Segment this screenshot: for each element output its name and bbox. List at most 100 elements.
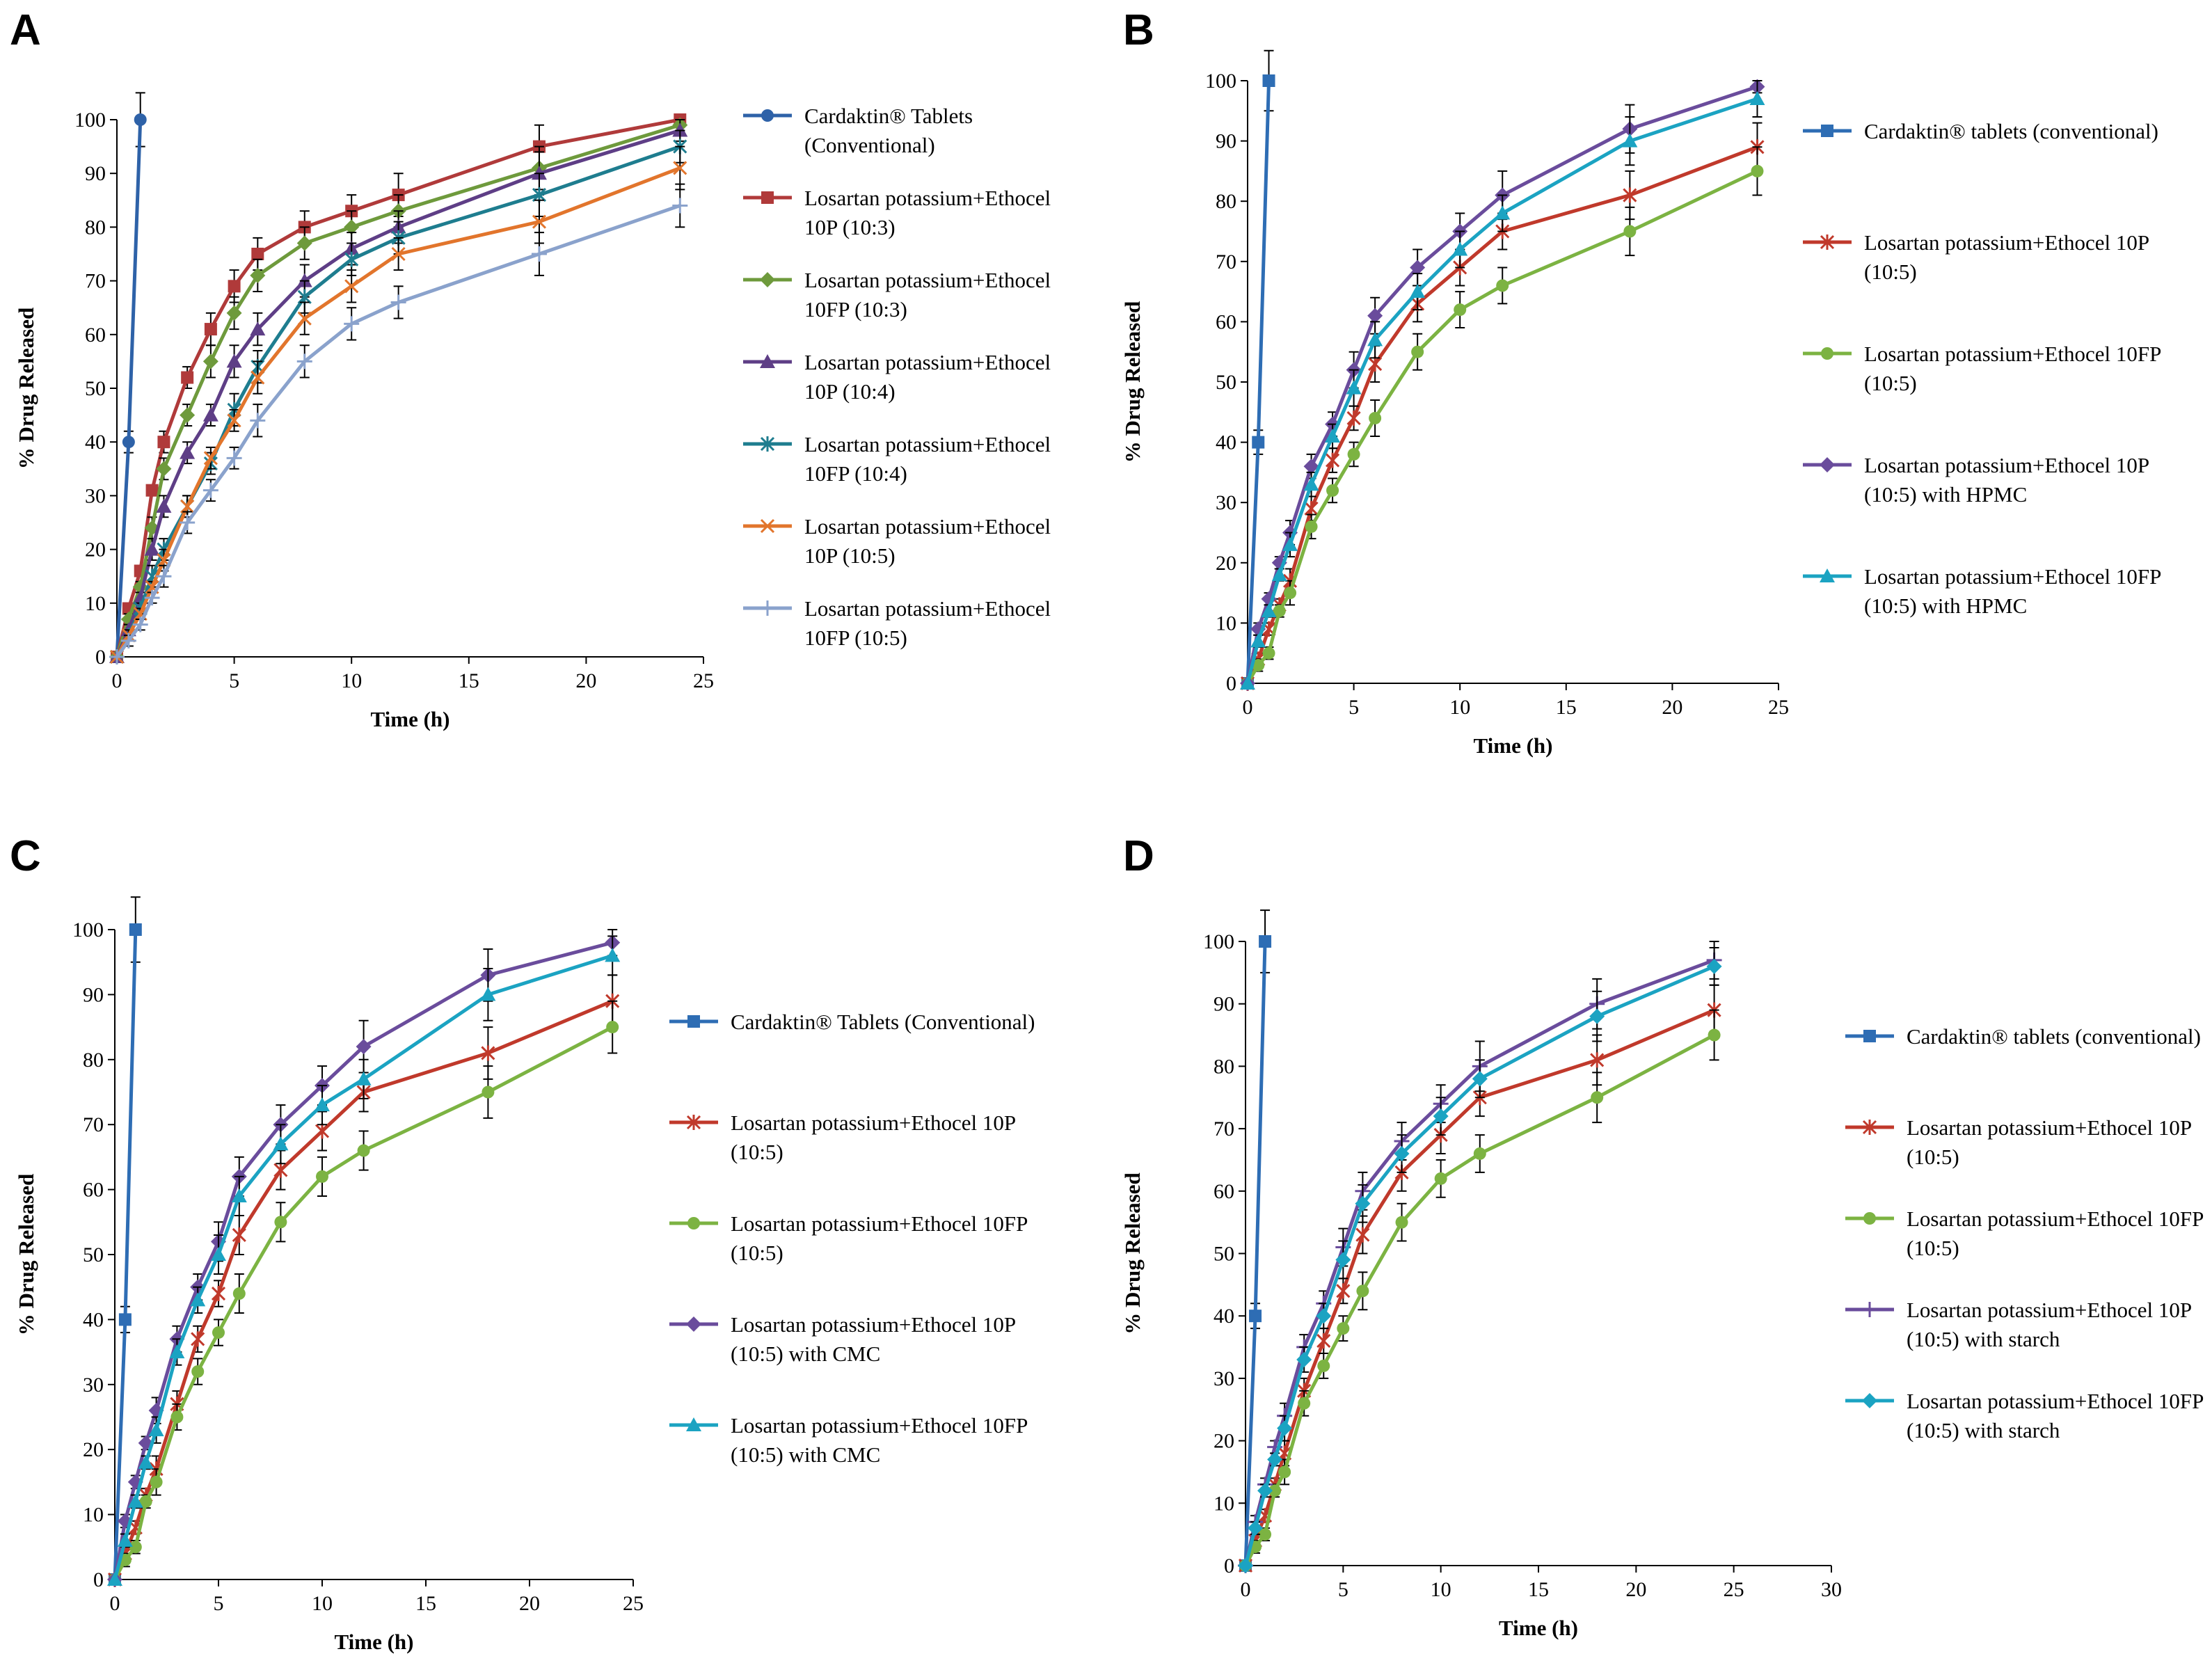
- series-line: [115, 166, 681, 658]
- data-point: [180, 515, 196, 530]
- y-tick-label: 60: [85, 324, 106, 347]
- data-point: [1337, 1322, 1350, 1335]
- y-tick-label: 80: [1216, 190, 1236, 213]
- data-point: [480, 987, 496, 1001]
- data-point: [1454, 303, 1467, 317]
- legend-label: (10:5) with HPMC: [1864, 482, 2027, 507]
- legend-swatch-marker: [760, 436, 775, 452]
- legend-swatch-marker: [760, 518, 775, 534]
- data-point: [250, 321, 266, 336]
- legend-swatch-marker: [1820, 234, 1835, 250]
- y-tick-label: 10: [85, 592, 106, 615]
- data-point: [1277, 1420, 1293, 1436]
- data-point: [1317, 1359, 1330, 1372]
- data-point: [144, 541, 160, 556]
- legend-label: 10FP (10:4): [804, 461, 907, 486]
- data-point: [1706, 958, 1722, 974]
- data-point: [605, 948, 621, 962]
- y-tick-label: 20: [85, 539, 106, 562]
- legend-swatch-marker: [1820, 568, 1835, 582]
- data-point: [1496, 279, 1509, 292]
- x-tick-label: 10: [341, 669, 362, 692]
- data-point: [1316, 1333, 1331, 1349]
- y-tick-label: 70: [1214, 1117, 1234, 1140]
- data-point: [228, 280, 241, 293]
- data-point: [1411, 345, 1424, 358]
- data-point: [1336, 1283, 1351, 1299]
- legend-label: Losartan potassium+Ethocel: [804, 186, 1051, 210]
- legend-swatch-marker: [686, 1316, 701, 1332]
- data-point: [606, 1021, 619, 1034]
- y-tick-label: 90: [1216, 130, 1236, 153]
- legend-entry-4: Losartan potassium+Ethocel 10FP (10:5) wi…: [669, 1413, 1028, 1467]
- data-point: [227, 413, 241, 428]
- data-point: [673, 161, 687, 175]
- data-point: [1240, 676, 1255, 690]
- data-point: [211, 1247, 226, 1261]
- data-point: [226, 353, 242, 368]
- y-tick-label: 100: [1205, 70, 1236, 93]
- legend-label: Losartan potassium+Ethocel 10P: [1864, 453, 2149, 477]
- y-axis-title: % Drug Released: [14, 308, 38, 469]
- y-tick-label: 30: [83, 1374, 104, 1396]
- data-point: [212, 1326, 225, 1339]
- y-tick-label: 60: [1214, 1180, 1234, 1203]
- data-point: [1346, 380, 1362, 395]
- legend-entry-2: Losartan potassium+Ethocel 10FP (10:5): [669, 1211, 1028, 1265]
- data-point: [1249, 1310, 1262, 1323]
- y-tick-label: 0: [93, 1568, 104, 1591]
- data-point: [1303, 459, 1319, 475]
- legend-swatch-marker: [686, 1417, 701, 1431]
- data-point: [344, 251, 359, 267]
- data-point: [1326, 452, 1340, 468]
- legend-swatch-marker: [1862, 1120, 1877, 1135]
- series-6: [109, 183, 688, 665]
- legend-entry-1: Losartan potassium+Ethocel 10P (10:5): [1845, 1115, 2192, 1169]
- x-axis-title: Time (h): [1474, 733, 1553, 758]
- legend-swatch-marker: [760, 272, 775, 287]
- y-tick-label: 90: [83, 983, 104, 1006]
- legend-swatch-marker: [686, 1115, 701, 1130]
- data-point: [1252, 436, 1265, 449]
- legend-swatch-marker: [687, 1015, 700, 1028]
- x-tick-label: 0: [110, 1592, 120, 1615]
- series-line: [1243, 941, 1267, 1566]
- legend-label: Cardaktin® Tablets: [804, 104, 973, 128]
- data-point: [1326, 484, 1339, 497]
- legend-entry-1: Losartan potassium+Ethocel 10P (10:5): [669, 1111, 1016, 1164]
- data-point: [1316, 1308, 1332, 1324]
- chart-panel-c: 0 10 20 30 40 50 60 70 80 90 100 0 5 10 15 20 25 Time (h)…: [14, 896, 1035, 1654]
- data-point: [232, 1227, 246, 1243]
- y-tick-label: 10: [83, 1504, 104, 1527]
- y-tick-label: 100: [72, 918, 104, 941]
- legend-label: (10:5) with HPMC: [1864, 594, 2027, 618]
- data-point: [1749, 90, 1765, 105]
- legend-swatch-marker: [1862, 1393, 1877, 1408]
- data-point: [1589, 1008, 1605, 1024]
- data-point: [344, 279, 359, 294]
- x-tick-label: 30: [1821, 1578, 1842, 1601]
- x-tick-label: 15: [415, 1592, 436, 1615]
- data-point: [145, 484, 159, 497]
- data-point: [274, 1216, 287, 1229]
- x-tick-label: 5: [229, 669, 239, 692]
- legend-label: 10P (10:4): [804, 379, 896, 404]
- data-point: [1273, 605, 1286, 618]
- data-point: [1708, 1028, 1721, 1042]
- data-point: [1259, 935, 1272, 948]
- legend-label: Losartan potassium+Ethocel 10FP: [731, 1211, 1028, 1236]
- data-point: [226, 450, 242, 466]
- legend-label: (10:5): [1864, 371, 1917, 395]
- y-tick-label: 40: [1214, 1305, 1234, 1328]
- data-point: [390, 294, 406, 310]
- legend-entry-2: Losartan potassium+Ethocel 10FP (10:5): [1803, 342, 2161, 395]
- legend-label: (10:5) with CMC: [731, 1442, 880, 1467]
- legend-entry-3: Losartan potassium+Ethocel 10P (10:5) wit…: [669, 1312, 1016, 1366]
- data-point: [231, 1188, 247, 1202]
- legend-label: 10FP (10:5): [804, 626, 907, 650]
- panel-letter-a: A: [10, 6, 41, 54]
- data-point: [117, 1532, 133, 1547]
- x-tick-label: 15: [459, 669, 479, 692]
- legend-entry-3: Losartan potassium+Ethocel 10P (10:5) wit…: [1803, 453, 2149, 507]
- data-point: [1325, 428, 1341, 443]
